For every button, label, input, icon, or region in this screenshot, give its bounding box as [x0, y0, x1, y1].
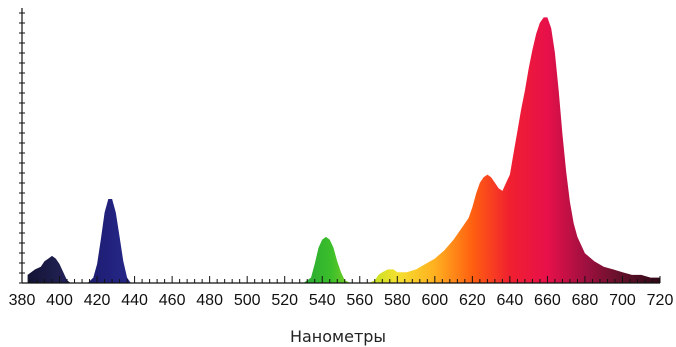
x-tick-label: 480: [196, 292, 223, 309]
x-tick-label: 420: [84, 292, 111, 309]
x-tick-label: 500: [234, 292, 261, 309]
x-tick-label: 400: [46, 292, 73, 309]
x-tick-label: 560: [346, 292, 373, 309]
x-axis-ticks: [21, 276, 661, 283]
x-tick-label: 720: [647, 292, 674, 309]
x-tick-label: 580: [384, 292, 411, 309]
x-tick-label: 440: [121, 292, 148, 309]
x-tick-label: 460: [159, 292, 186, 309]
x-tick-label: 540: [309, 292, 336, 309]
x-tick-label: 660: [534, 292, 561, 309]
spectrum-area: [27, 17, 661, 284]
x-tick-label: 380: [9, 292, 36, 309]
x-axis-tick-labels: 380 400 420 440 460 480 500 520 540 560 580 600 620 6…: [9, 292, 674, 309]
x-axis-title: Наномeтры: [290, 327, 386, 346]
x-tick-label: 620: [459, 292, 486, 309]
x-tick-label: 700: [609, 292, 636, 309]
x-tick-label: 640: [497, 292, 524, 309]
y-axis-ticks: [19, 12, 25, 284]
x-tick-label: 680: [572, 292, 599, 309]
x-tick-label: 600: [421, 292, 448, 309]
x-tick-label: 520: [271, 292, 298, 309]
plot-area: [27, 17, 661, 284]
